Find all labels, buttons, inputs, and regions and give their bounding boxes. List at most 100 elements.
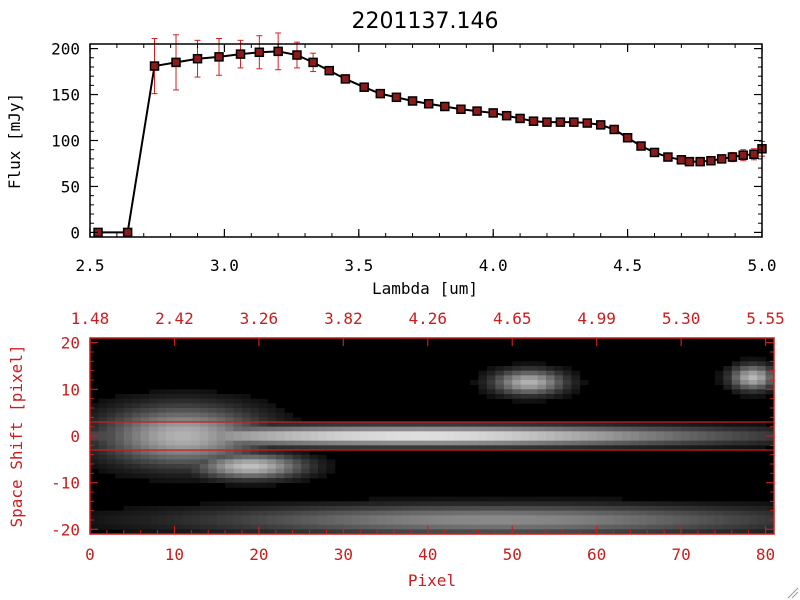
heatmap-cell	[706, 515, 716, 521]
heatmap-cell	[258, 501, 268, 507]
heatmap-cell	[596, 440, 606, 446]
heatmap-cell	[740, 515, 750, 521]
heatmap-cell	[284, 412, 294, 418]
heatmap-cell	[706, 510, 716, 516]
heatmap-cell	[90, 445, 99, 451]
heatmap-cell	[301, 459, 310, 465]
heatmap-cell	[360, 422, 370, 428]
heatmap-cell	[512, 520, 522, 526]
heatmap-cell	[191, 450, 201, 456]
heatmap-cell	[647, 445, 657, 451]
heatmap-cell	[630, 501, 640, 507]
heatmap-cell	[157, 506, 167, 512]
heatmap-cell	[191, 389, 201, 395]
heatmap-cell	[115, 412, 125, 418]
heatmap-cell	[512, 431, 522, 437]
heatmap-cell	[554, 496, 564, 502]
heatmap-cell	[613, 436, 623, 442]
x-tick-label: 0	[85, 545, 95, 564]
heatmap-cell	[233, 506, 243, 512]
heatmap-cell	[284, 520, 294, 526]
heatmap-cell	[377, 496, 386, 502]
x-tick-label: 20	[249, 545, 268, 564]
heatmap-cell	[689, 515, 699, 521]
heatmap-cell	[495, 506, 505, 512]
heatmap-cell	[394, 529, 403, 535]
heatmap-cell	[757, 515, 766, 521]
heatmap-cell	[436, 440, 446, 446]
heatmap-cell	[174, 515, 184, 521]
heatmap-cell	[250, 515, 260, 521]
heatmap-cell	[216, 450, 226, 456]
heatmap-cell	[284, 510, 294, 516]
heatmap-cell	[106, 408, 116, 414]
heatmap-cell	[166, 389, 175, 395]
heatmap-cell	[208, 450, 218, 456]
heatmap-cell	[216, 417, 226, 423]
heatmap-cell	[115, 398, 125, 404]
heatmap-cell	[562, 520, 572, 526]
heatmap-cell	[757, 506, 766, 512]
heatmap-cell	[191, 468, 201, 474]
heatmap-cell	[520, 361, 530, 367]
heatmap-cell	[588, 501, 598, 507]
heatmap-cell	[554, 506, 564, 512]
heatmap-cell	[689, 510, 699, 516]
heatmap-cell	[554, 524, 564, 530]
heatmap-cell	[208, 436, 218, 442]
heatmap-cell	[140, 417, 150, 423]
heatmap-cell	[140, 454, 150, 460]
heatmap-cell	[537, 440, 547, 446]
heatmap-cell	[520, 426, 530, 432]
heatmap-cell	[537, 394, 547, 400]
heatmap-cell	[208, 510, 218, 516]
heatmap-cell	[368, 515, 378, 521]
heatmap-cell	[571, 515, 581, 521]
heatmap-cell	[757, 440, 766, 446]
heatmap-cell	[174, 398, 184, 404]
heatmap-cell	[748, 380, 758, 386]
heatmap-cell	[681, 436, 690, 442]
heatmap-cell	[748, 440, 758, 446]
heatmap-cell	[427, 440, 437, 446]
heatmap-cell	[562, 389, 572, 395]
heatmap-cell	[267, 482, 277, 488]
heatmap-cell	[343, 510, 353, 516]
x-tick-label: 2.5	[76, 256, 105, 275]
heatmap-cell	[664, 436, 674, 442]
heatmap-cell	[571, 440, 581, 446]
heatmap-cell	[225, 450, 234, 456]
heatmap-cell	[242, 394, 251, 400]
heatmap-cell	[731, 440, 741, 446]
heatmap-cell	[698, 515, 707, 521]
heatmap-cell	[436, 515, 446, 521]
heatmap-cell	[638, 445, 648, 451]
heatmap-cell	[368, 529, 378, 535]
heatmap-cell	[182, 422, 192, 428]
heatmap-cell	[757, 361, 766, 367]
heatmap-cell	[478, 384, 488, 390]
heatmap-cell	[140, 468, 150, 474]
heatmap-cell	[512, 366, 522, 372]
heatmap-cell	[132, 436, 142, 442]
heatmap-image	[90, 338, 775, 535]
heatmap-cell	[605, 496, 614, 502]
heatmap-cell	[385, 520, 395, 526]
heatmap-cell	[174, 412, 184, 418]
heatmap-cell	[394, 436, 403, 442]
heatmap-cell	[503, 496, 513, 502]
heatmap-cell	[250, 529, 260, 535]
heatmap-cell	[157, 403, 167, 409]
heatmap-cell	[402, 501, 412, 507]
heatmap-cell	[182, 468, 192, 474]
x-tick-label: 40	[418, 545, 437, 564]
heatmap-cell	[562, 375, 572, 381]
heatmap-cell	[90, 422, 99, 428]
heatmap-cell	[292, 501, 302, 507]
heatmap-cell	[512, 422, 522, 428]
top-tick-label: 2.42	[155, 309, 194, 328]
heatmap-cell	[402, 506, 412, 512]
heatmap-cell	[740, 366, 750, 372]
heatmap-cell	[765, 510, 775, 516]
heatmap-cell	[596, 510, 606, 516]
